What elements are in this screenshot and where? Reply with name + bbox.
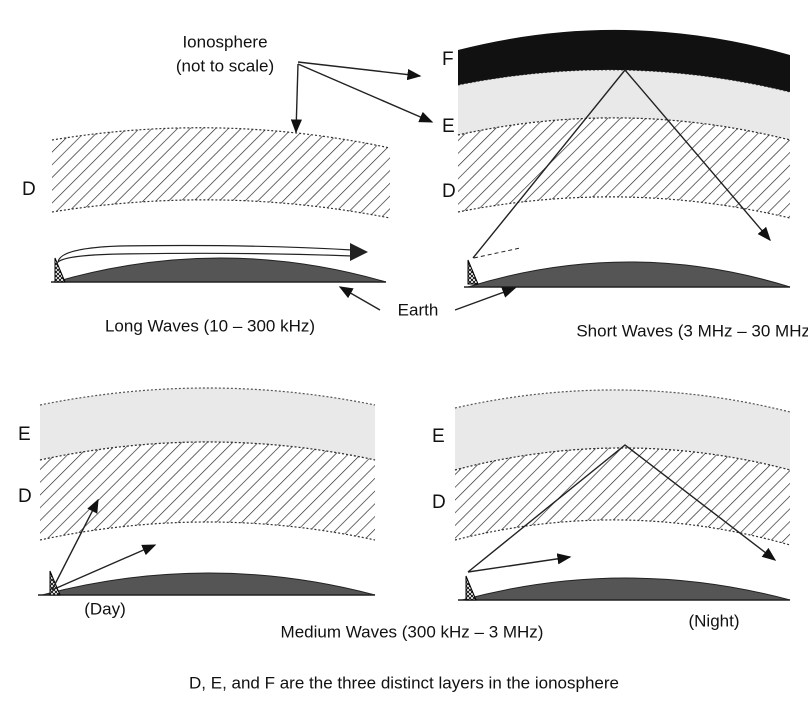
ionosphere-label: Ionosphere — [182, 32, 267, 51]
d-layer — [40, 442, 375, 540]
d-layer — [458, 117, 790, 218]
e-layer — [40, 388, 375, 460]
radio-wave — [297, 61, 422, 81]
panel-note: (Night) — [688, 611, 739, 630]
e-layer-edge — [457, 69, 791, 93]
d-layer-edge — [39, 441, 376, 461]
earth — [467, 261, 791, 288]
ground-wave-head — [350, 243, 368, 261]
radio-wave — [297, 63, 434, 123]
radio-wave — [472, 68, 771, 259]
d-layer-edge — [457, 117, 791, 141]
layer-label: E — [432, 426, 445, 447]
shapes — [38, 29, 791, 601]
d-layer — [52, 127, 390, 218]
ground-wave — [473, 247, 521, 259]
panel-note: (Day) — [84, 599, 126, 618]
f-layer — [458, 29, 790, 92]
layer-label: E — [442, 116, 455, 137]
radio-wave — [467, 444, 777, 573]
radio-wave — [338, 286, 381, 311]
d-layer-edge — [51, 199, 391, 219]
d-layer-edge — [39, 521, 376, 541]
earth — [41, 572, 376, 596]
radio-wave — [467, 553, 572, 573]
e-layer — [458, 69, 790, 140]
panel-title: Short Waves (3 MHz – 30 MHz) — [576, 321, 808, 340]
e-layer — [455, 389, 790, 470]
earth — [461, 577, 791, 601]
d-layer-edge — [51, 127, 391, 149]
layer-label: D — [432, 492, 446, 513]
d-layer-edge — [457, 196, 791, 219]
caption: D, E, and F are the three distinct layer… — [189, 673, 619, 692]
panel-title: Long Waves (10 – 300 kHz) — [105, 316, 315, 335]
layer-label: D — [22, 179, 36, 200]
layer-label: F — [442, 49, 454, 70]
e-layer-edge — [39, 387, 376, 406]
antenna — [465, 575, 477, 601]
radio-wave — [51, 544, 157, 591]
layer-label: D — [442, 181, 456, 202]
d-layer-edge — [454, 519, 791, 546]
d-layer-edge — [454, 447, 791, 471]
e-layer-edge — [454, 389, 791, 413]
earth-label: Earth — [398, 300, 439, 319]
panel-title: Medium Waves (300 kHz – 3 MHz) — [281, 622, 544, 641]
layer-label: D — [18, 486, 32, 507]
antenna — [467, 259, 479, 285]
radio-wave — [290, 63, 302, 134]
radio-wave — [51, 498, 99, 591]
d-layer — [455, 448, 790, 545]
radio-wave — [454, 287, 517, 311]
layer-label: E — [18, 424, 31, 445]
earth — [54, 257, 387, 283]
ionosphere-label: (not to scale) — [176, 56, 274, 75]
antenna — [54, 257, 66, 283]
